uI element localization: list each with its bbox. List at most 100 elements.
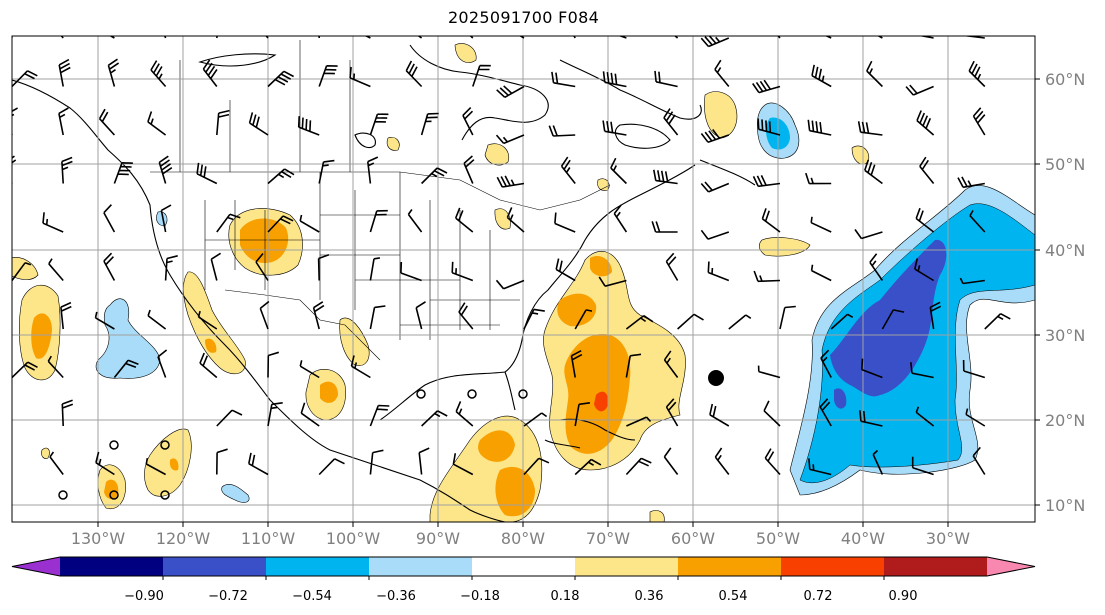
- colorbar-tick-label: 0.54: [719, 589, 748, 604]
- wind-barb: [574, 458, 602, 476]
- calm-markers: [58, 389, 528, 500]
- wind-barb: [962, 359, 986, 379]
- lon-label: 40°W: [841, 529, 885, 548]
- wind-barb: [651, 221, 678, 233]
- wind-barb: [150, 60, 167, 88]
- red-contour-region: [594, 391, 609, 412]
- wind-barb: [857, 121, 883, 136]
- colorbar-tick-label: 0.90: [889, 589, 918, 604]
- colorbar-extend-max: [987, 557, 1035, 576]
- wind-barb: [810, 264, 832, 282]
- colorbar-tick-label: −0.90: [124, 589, 164, 604]
- wind-barb: [810, 216, 832, 233]
- wind-barb: [625, 353, 642, 378]
- wind-barb: [369, 113, 389, 136]
- wind-barb: [910, 362, 934, 379]
- wind-barb: [267, 351, 280, 378]
- wind-barb: [663, 447, 679, 475]
- wind-barb: [405, 60, 423, 88]
- colorbar-segment: [163, 557, 267, 576]
- colorbar-tick-label: 0.36: [635, 589, 664, 604]
- lon-label: 100°W: [326, 529, 381, 548]
- yellow-contour-region: [12, 257, 39, 280]
- wind-barb: [523, 457, 550, 476]
- wind-barb: [554, 212, 576, 233]
- lon-label: 60°W: [671, 529, 715, 548]
- wind-barb: [415, 301, 426, 330]
- wind-barb: [602, 71, 627, 88]
- wind-barb: [451, 261, 474, 282]
- wind-barb: [805, 172, 832, 185]
- wind-barb: [626, 416, 652, 427]
- wind-barb: [299, 214, 320, 233]
- wind-barb: [317, 254, 330, 281]
- lon-label: 90°W: [416, 529, 460, 548]
- wind-barb: [58, 107, 69, 136]
- lat-label: 50°N: [1045, 155, 1085, 174]
- wind-barb: [761, 208, 781, 233]
- wind-barb: [779, 305, 796, 330]
- wind-barb: [421, 410, 448, 427]
- wind-barb: [653, 169, 678, 185]
- wind-barb: [506, 207, 525, 233]
- wind-barb: [58, 58, 71, 87]
- shaded-field: [12, 43, 1035, 522]
- wind-barb: [574, 309, 593, 330]
- wind-barb: [300, 402, 320, 427]
- wind-barb: [267, 70, 294, 88]
- orange-contour-region: [169, 458, 179, 471]
- wind-barb: [147, 111, 167, 136]
- wind-barb: [915, 207, 935, 233]
- wind-barb: [965, 408, 986, 427]
- wind-barb: [969, 210, 986, 233]
- orange-contour-region: [320, 381, 338, 403]
- wind-barb: [103, 252, 116, 281]
- wind-barb: [495, 279, 525, 290]
- wind-barb: [369, 209, 388, 233]
- wind-barbs: [12, 36, 1011, 476]
- wind-barb: [417, 36, 423, 39]
- lat-label: 60°N: [1045, 70, 1085, 89]
- wind-barb: [625, 457, 652, 476]
- wind-barb: [972, 446, 986, 475]
- wind-barb: [463, 155, 475, 184]
- wind-barb: [199, 352, 218, 379]
- yellow-contour-region: [144, 428, 192, 497]
- wind-barb: [881, 309, 905, 330]
- wind-barb: [248, 452, 269, 476]
- wind-barb: [700, 36, 730, 48]
- lon-label: 70°W: [586, 529, 630, 548]
- wind-barb: [164, 255, 178, 281]
- wind-barb: [48, 258, 64, 282]
- wind-barb: [918, 36, 934, 39]
- wind-barb: [757, 118, 781, 136]
- wind-barb: [962, 36, 985, 39]
- wind-barb: [160, 204, 172, 233]
- wind-barb: [12, 70, 38, 88]
- lat-axis: [1035, 78, 1040, 506]
- wind-barb: [919, 156, 935, 185]
- graticule: [12, 36, 1035, 522]
- wind-barb: [763, 400, 781, 427]
- colorbar-segment: [266, 557, 370, 576]
- wind-barb: [472, 64, 491, 87]
- colorbar-segment: [575, 557, 679, 576]
- wind-barb: [820, 349, 832, 378]
- wind-barb: [267, 215, 294, 233]
- wind-barb: [654, 70, 678, 88]
- lon-axis: [97, 522, 949, 527]
- wind-barb: [714, 447, 730, 475]
- wind-barb: [12, 361, 38, 379]
- wind-barb: [808, 458, 832, 476]
- wind-barb: [12, 328, 13, 329]
- wind-barb: [854, 229, 883, 240]
- wind-barb: [364, 36, 371, 39]
- yellow-contour-region: [339, 317, 370, 366]
- wind-barb: [700, 181, 730, 193]
- wind-barb: [216, 448, 228, 475]
- wind-barb: [369, 257, 381, 281]
- wind-barb: [267, 402, 283, 427]
- wind-barb: [318, 458, 345, 476]
- wind-barb: [495, 134, 525, 145]
- wind-barb: [757, 365, 781, 379]
